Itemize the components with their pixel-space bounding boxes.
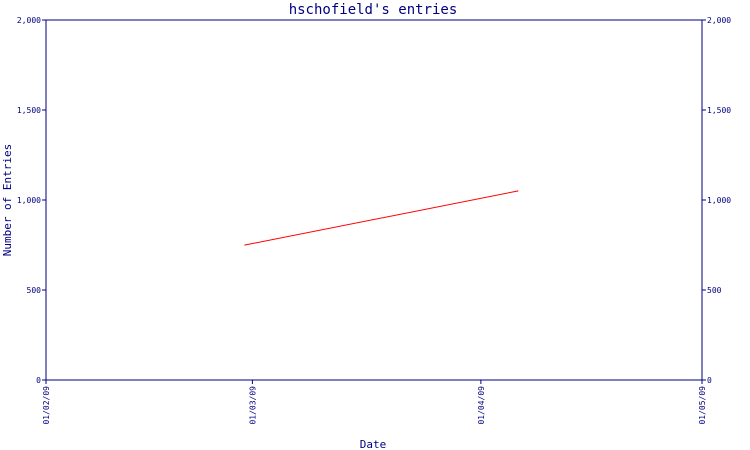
series-point	[244, 244, 246, 246]
plot-area	[45, 19, 703, 381]
x-tick-label: 01/05/09	[698, 386, 707, 425]
y-tick-label-right: 500	[707, 286, 722, 295]
chart-title: hschofield's entries	[289, 2, 458, 18]
y-tick-label-right: 1,000	[707, 196, 731, 205]
series-point	[517, 190, 519, 192]
series-layer	[244, 190, 519, 246]
y-axis-right: 0 500 1,000 1,500 2,000	[702, 16, 731, 385]
y-axis-label: Number of Entries	[1, 144, 14, 257]
y-tick-label-right: 2,000	[707, 16, 731, 25]
y-tick-label-right: 0	[707, 376, 712, 385]
y-tick-label-left: 2,000	[17, 16, 41, 25]
x-tick-label: 01/02/09	[42, 386, 51, 425]
x-axis-label: Date	[360, 438, 387, 450]
y-tick-label-right: 1,500	[707, 106, 731, 115]
y-tick-label-left: 0	[36, 376, 41, 385]
series-line	[244, 190, 518, 246]
y-tick-label-left: 1,000	[17, 196, 41, 205]
y-axis-left: 0 500 1,000 1,500 2,000	[17, 16, 46, 385]
x-tick-label: 01/04/09	[477, 386, 486, 425]
y-tick-label-left: 1,500	[17, 106, 41, 115]
y-tick-label-left: 500	[27, 286, 42, 295]
x-axis: 01/02/09 01/03/09 01/04/09 01/05/09	[42, 380, 707, 425]
x-tick-label: 01/03/09	[248, 386, 257, 425]
